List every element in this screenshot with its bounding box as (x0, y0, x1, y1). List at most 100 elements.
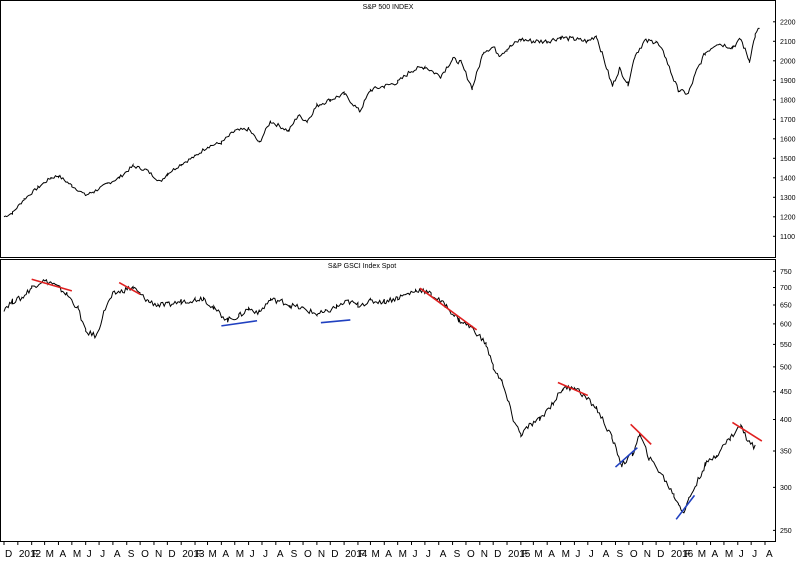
x-tick-label: M (534, 549, 542, 560)
y-tick-label: 1700 (780, 117, 796, 124)
x-tick-label: F (196, 549, 202, 560)
x-tick-label: A (440, 549, 447, 560)
x-tick-label: 2013 (182, 549, 205, 560)
sp500-title: S&P 500 INDEX (363, 4, 414, 11)
x-tick-label: M (46, 549, 54, 560)
x-tick-label: N (644, 549, 651, 560)
sp500-plot-frame (0, 0, 776, 258)
sp500-series-group (3, 27, 760, 218)
x-tick-label: A (603, 549, 610, 560)
trendline-group (31, 278, 763, 520)
x-tick-label: J (413, 549, 418, 560)
y-tick-label: 700 (780, 285, 792, 292)
x-tick-label: D (168, 549, 175, 560)
y-tick-label: 400 (780, 417, 792, 424)
y-tick-label: 1200 (780, 214, 796, 221)
x-tick-label: J (575, 549, 580, 560)
x-tick-label: M (698, 549, 706, 560)
y-tick-label: 350 (780, 449, 792, 456)
x-tick-label: M (73, 549, 81, 560)
x-tick-label: J (739, 549, 744, 560)
x-tick-label: F (522, 549, 528, 560)
resistance-trendline (419, 287, 478, 331)
x-tick-label: N (318, 549, 325, 560)
x-tick-label: J (426, 549, 431, 560)
x-tick-label: D (657, 549, 664, 560)
x-tick-label: A (222, 549, 229, 560)
y-tick-label: 600 (780, 321, 792, 328)
y-tick-label: 450 (780, 389, 792, 396)
x-tick-label: S (128, 549, 135, 560)
x-tick-label: M (562, 549, 570, 560)
x-tick-label: S (291, 549, 298, 560)
x-tick-label: M (725, 549, 733, 560)
x-tick-label: F (685, 549, 691, 560)
x-tick-label: J (87, 549, 92, 560)
support-trendline (675, 494, 696, 520)
x-tick-label: J (752, 549, 757, 560)
x-tick-label: J (250, 549, 255, 560)
x-tick-label: M (236, 549, 244, 560)
x-tick-label: D (331, 549, 338, 560)
x-tick-label: D (5, 549, 12, 560)
sp500-panel: S&P 500 INDEX 1100 1200 1300 1400 1500 1600 17… (0, 0, 796, 258)
resistance-trendline (731, 421, 763, 442)
y-tick-label: 2200 (780, 19, 796, 26)
support-trendline (320, 319, 351, 324)
x-tick-label: O (304, 549, 312, 560)
y-tick-label: 1600 (780, 136, 796, 143)
gsci-series-group (3, 278, 756, 514)
x-tick-label: D (494, 549, 501, 560)
x-tick-label: 2016 (671, 549, 694, 560)
x-tick-label: F (359, 549, 365, 560)
y-tick-label: 1100 (780, 234, 795, 241)
x-tick-label: M (371, 549, 379, 560)
resistance-trendline (630, 423, 652, 445)
y-tick-label: 1900 (780, 78, 796, 85)
x-tick-label: 2012 (19, 549, 42, 560)
y-tick-label: 550 (780, 342, 792, 349)
resistance-trendline (118, 281, 141, 296)
x-tick-label: A (548, 549, 555, 560)
sp500-y-axis: 1100 1200 1300 1400 1500 1600 1700 1800 1900 2000… (773, 19, 796, 241)
resistance-trendline (31, 278, 73, 292)
x-tick-label: A (114, 549, 121, 560)
x-tick-label: O (467, 549, 475, 560)
x-tick-label: N (481, 549, 488, 560)
y-tick-label: 1300 (780, 195, 796, 202)
x-tick-label: J (589, 549, 594, 560)
x-tick-label: M (399, 549, 407, 560)
resistance-trendline (557, 381, 589, 397)
gsci-y-axis: 250 300 350 400 450 500 550 600 650 700 750 (773, 269, 792, 535)
x-tick-label: A (766, 549, 773, 560)
x-tick-label: A (59, 549, 66, 560)
y-tick-label: 2000 (780, 58, 796, 65)
series-line (3, 27, 760, 218)
x-tick-label: O (630, 549, 638, 560)
x-tick-label: N (155, 549, 162, 560)
x-tick-label: A (385, 549, 392, 560)
y-tick-label: 250 (780, 528, 792, 535)
y-tick-label: 1800 (780, 97, 796, 104)
series-line (3, 278, 756, 514)
y-tick-label: 300 (780, 485, 792, 492)
y-tick-label: 1400 (780, 175, 796, 182)
gsci-title: S&P GSCI Index Spot (328, 263, 396, 270)
x-tick-label: O (141, 549, 149, 560)
y-tick-label: 1500 (780, 156, 796, 163)
x-tick-label: A (712, 549, 719, 560)
x-tick-label: S (616, 549, 623, 560)
y-tick-label: 750 (780, 269, 792, 276)
x-tick-label: M (209, 549, 217, 560)
support-trendline (221, 319, 258, 327)
x-tick-label: F (33, 549, 39, 560)
y-tick-label: 650 (780, 303, 792, 310)
x-tick-label: 2015 (508, 549, 531, 560)
y-tick-label: 2100 (780, 39, 796, 46)
x-tick-label: J (263, 549, 268, 560)
x-tick-label: 2014 (345, 549, 368, 560)
x-tick-label: S (454, 549, 461, 560)
gsci-plot-frame (0, 259, 776, 542)
